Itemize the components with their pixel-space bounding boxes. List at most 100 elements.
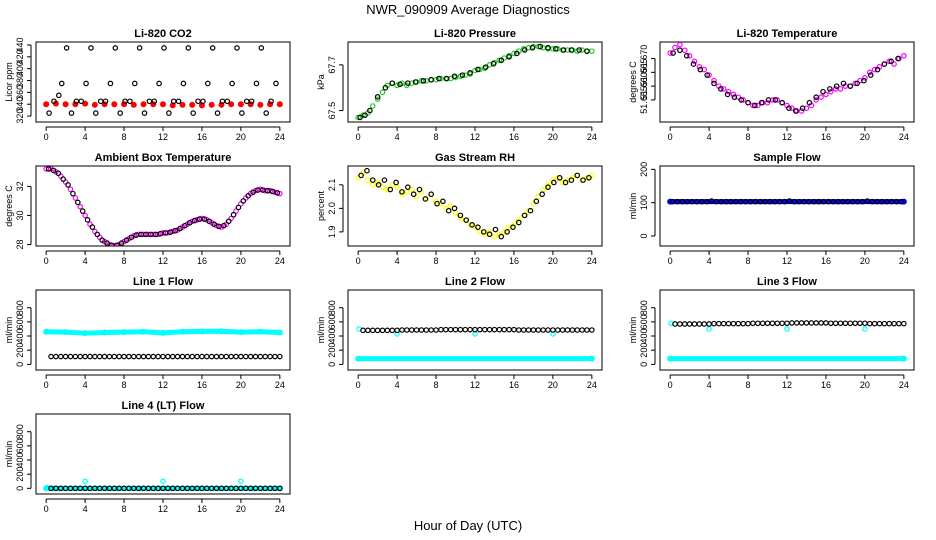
- data-point: [690, 61, 697, 67]
- data-point: [559, 327, 566, 333]
- data-point: [463, 217, 470, 223]
- data-point: [365, 327, 371, 334]
- data-point: [496, 57, 503, 64]
- y-axis-label: ml/min: [316, 317, 326, 344]
- data-point: [89, 224, 96, 230]
- data-point: [365, 177, 371, 183]
- x-tick-label: 8: [746, 380, 751, 390]
- data-point: [514, 50, 520, 57]
- data-point: [269, 188, 276, 195]
- data-point: [43, 328, 50, 335]
- series-raw: [43, 166, 283, 246]
- x-tick-label: 20: [236, 256, 246, 266]
- data-point: [847, 83, 854, 89]
- data-point: [764, 320, 771, 327]
- data-point: [408, 327, 415, 333]
- data-point: [823, 91, 829, 98]
- data-point: [111, 101, 118, 108]
- panel-title: Line 4 (LT) Flow: [122, 400, 205, 412]
- data-point: [691, 58, 698, 65]
- data-point: [160, 478, 166, 485]
- data-point: [501, 229, 508, 235]
- data-point: [475, 66, 481, 73]
- data-point: [106, 353, 113, 360]
- data-point: [273, 80, 279, 87]
- data-point: [229, 80, 235, 87]
- data-point: [393, 179, 399, 186]
- data-point: [418, 327, 425, 333]
- data-point: [369, 182, 376, 188]
- data-point: [367, 107, 373, 114]
- data-point: [559, 179, 566, 186]
- data-point: [379, 184, 386, 190]
- data-point: [252, 353, 259, 360]
- data-point: [82, 212, 88, 219]
- series-flow-c: [44, 478, 244, 491]
- data-point: [374, 96, 381, 102]
- data-point: [738, 97, 745, 103]
- data-point: [140, 101, 147, 108]
- data-point: [72, 101, 79, 108]
- data-point: [779, 320, 785, 327]
- y-tick-label: 28: [15, 240, 25, 250]
- data-point: [404, 327, 410, 333]
- data-point: [268, 98, 274, 105]
- data-point: [545, 44, 551, 51]
- data-point: [111, 243, 118, 246]
- x-tick-label: 12: [158, 256, 168, 266]
- data-point: [172, 227, 178, 234]
- data-point: [786, 105, 792, 112]
- data-point: [247, 353, 254, 360]
- data-point: [218, 353, 225, 360]
- data-point: [672, 44, 678, 51]
- data-point: [490, 60, 497, 67]
- panel-7: Line 1 Flow 0 4 8 12 16 20 24 0 200400600800ml/mi…: [4, 276, 291, 390]
- data-point: [686, 321, 693, 327]
- x-tick-label: 8: [122, 380, 127, 390]
- series-group: [355, 326, 595, 362]
- data-point: [711, 80, 717, 87]
- data-point: [155, 353, 161, 360]
- data-point: [740, 97, 746, 103]
- x-tick-label: 20: [548, 380, 558, 390]
- series-flow-a: [667, 355, 907, 362]
- data-point: [667, 50, 673, 56]
- data-point: [189, 353, 196, 360]
- data-point: [416, 186, 423, 193]
- data-point: [428, 191, 434, 198]
- data-point: [201, 216, 208, 222]
- data-point: [442, 326, 449, 333]
- y-axis-label: Licor ppm: [4, 62, 14, 102]
- panel-8: Line 2 Flow 0 4 8 12 16 20 24 0 200400600800ml/mi…: [316, 276, 603, 390]
- data-point: [362, 112, 368, 118]
- data-point: [691, 321, 698, 327]
- data-point: [169, 353, 176, 360]
- data-point: [67, 186, 74, 193]
- data-point: [102, 98, 109, 105]
- plot-frame: [35, 289, 291, 371]
- data-point: [677, 47, 683, 54]
- data-point: [754, 320, 761, 327]
- data-point: [404, 189, 410, 195]
- data-point: [784, 320, 790, 327]
- data-point: [866, 320, 873, 327]
- data-point: [482, 64, 489, 70]
- data-point: [238, 478, 244, 485]
- series-raw: [355, 43, 595, 121]
- x-tick-label: 12: [470, 256, 480, 266]
- data-point: [72, 353, 79, 360]
- y-tick-label: 0: [327, 362, 337, 367]
- data-point: [469, 222, 475, 228]
- x-tick-label: 4: [395, 380, 400, 390]
- y-tick-label: 0: [639, 233, 649, 238]
- data-point: [686, 52, 693, 59]
- data-point: [511, 326, 517, 333]
- data-point: [871, 320, 878, 327]
- data-point: [60, 176, 66, 182]
- data-point: [436, 75, 442, 82]
- y-tick-label: 400: [15, 61, 25, 76]
- data-point: [568, 177, 575, 183]
- data-point: [481, 65, 488, 72]
- data-point: [99, 237, 105, 243]
